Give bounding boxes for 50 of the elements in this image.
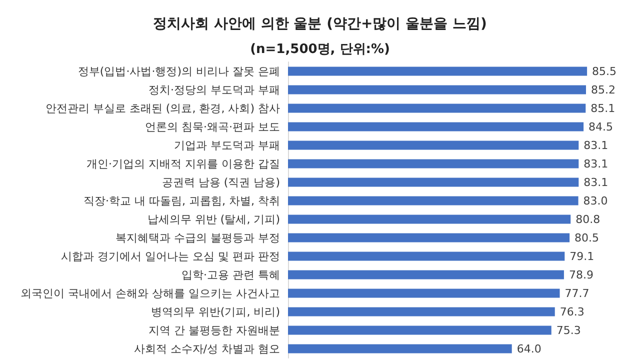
bar — [288, 196, 578, 206]
bar — [288, 66, 588, 76]
y-tick-label: 납세의무 위반 (탈세, 기피) — [147, 212, 280, 226]
data-label: 83.1 — [584, 157, 608, 170]
bar — [288, 252, 565, 261]
y-tick-label: 정치·정당의 부도덕과 부패 — [148, 83, 280, 96]
data-label: 75.3 — [556, 324, 581, 337]
y-tick-label: 정부(입법·사법·행정)의 비리나 잘못 은폐 — [78, 64, 280, 78]
y-tick-label: 공권력 남용 (직권 남용) — [162, 176, 280, 189]
bar — [288, 288, 560, 298]
bar — [288, 159, 579, 168]
data-label: 84.5 — [588, 120, 614, 134]
bar — [288, 270, 564, 280]
data-label: 83.1 — [584, 176, 608, 189]
y-tick-label: 언론의 침묵·왜곡·편파 보도 — [145, 120, 280, 134]
bar — [288, 214, 571, 224]
data-label: 83.1 — [584, 138, 608, 152]
y-tick-label: 외국인이 국내에서 손해와 상해를 일으키는 사건사고 — [20, 286, 280, 300]
data-label: 85.1 — [590, 102, 616, 115]
bar — [288, 233, 570, 242]
bar — [288, 85, 586, 94]
bar — [288, 104, 586, 113]
bar — [288, 178, 579, 187]
bar — [288, 307, 555, 316]
bar — [288, 140, 579, 150]
y-tick-label: 병역의무 위반(기피, 비리) — [150, 305, 280, 318]
data-label: 83.0 — [583, 194, 608, 208]
data-label: 78.9 — [568, 268, 594, 282]
bar — [288, 326, 552, 335]
data-label: 79.1 — [570, 250, 594, 263]
y-tick-label: 개인·기업의 지배적 지위를 이용한 갑질 — [86, 157, 280, 170]
chart-subtitle: (n=1,500명, 단위:%) — [250, 42, 390, 57]
y-tick-label: 직장·학교 내 따돌림, 괴롭힘, 차별, 착취 — [84, 194, 280, 208]
data-label: 80.5 — [574, 231, 600, 244]
data-label: 85.5 — [592, 64, 617, 78]
data-label: 85.2 — [591, 83, 616, 96]
y-tick-label: 사회적 소수자/성 차별과 혐오 — [134, 342, 280, 356]
bar — [288, 122, 584, 132]
y-tick-label: 기업과 부도덕과 부패 — [174, 138, 280, 152]
y-tick-label: 시합과 경기에서 일어나는 오심 및 편파 판정 — [61, 250, 280, 263]
y-tick-label: 지역 간 불평등한 자원배분 — [148, 324, 280, 337]
y-tick-label: 안전관리 부실로 초래된 (의료, 환경, 사회) 참사 — [45, 102, 280, 115]
data-label: 64.0 — [516, 342, 542, 356]
data-label: 80.8 — [576, 212, 600, 226]
data-label: 77.7 — [564, 286, 590, 300]
chart-title: 정치사회 사안에 의한 울분 (약간+많이 울분을 느낌) — [153, 16, 487, 32]
bar — [288, 344, 512, 354]
y-tick-label: 복지혜택과 수급의 불평등과 부정 — [116, 231, 280, 244]
y-tick-label: 입학·고용 관련 특혜 — [182, 268, 280, 282]
data-label: 76.3 — [560, 305, 584, 318]
